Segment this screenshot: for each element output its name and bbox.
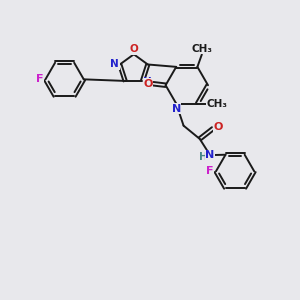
Text: CH₃: CH₃: [192, 44, 213, 54]
Text: N: N: [143, 77, 152, 87]
Text: O: O: [214, 122, 223, 132]
Text: N: N: [172, 103, 181, 114]
Text: H: H: [199, 152, 208, 162]
Text: CH₃: CH₃: [207, 99, 228, 109]
Text: N: N: [206, 150, 215, 160]
Text: N: N: [110, 59, 119, 70]
Text: F: F: [36, 74, 43, 84]
Text: O: O: [129, 44, 138, 54]
Text: O: O: [143, 79, 153, 89]
Text: F: F: [206, 166, 213, 176]
